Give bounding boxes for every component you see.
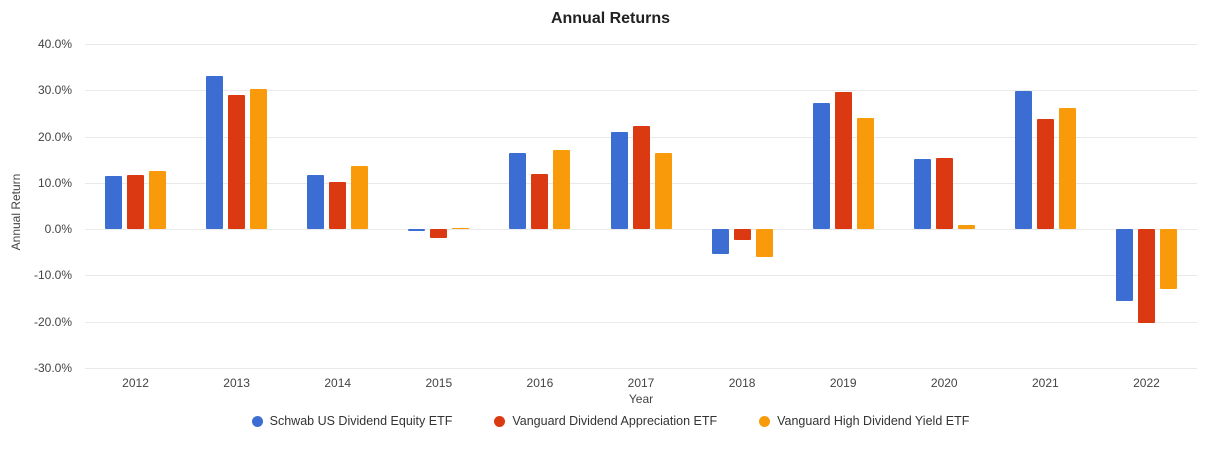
x-tick-label: 2019 xyxy=(829,376,857,390)
x-tick-label: 2015 xyxy=(425,376,453,390)
bar[interactable] xyxy=(935,157,953,230)
bar[interactable] xyxy=(1137,229,1155,323)
bar[interactable] xyxy=(834,92,852,230)
bar[interactable] xyxy=(610,132,628,230)
x-tick-label: 2017 xyxy=(627,376,655,390)
y-tick-label: 0.0% xyxy=(44,222,72,237)
chart-legend: Schwab US Dividend Equity ETF Vanguard D… xyxy=(0,414,1221,428)
legend-item-vanguard-dividend-appreciation-etf[interactable]: Vanguard Dividend Appreciation ETF xyxy=(494,414,717,428)
gridline xyxy=(85,229,1197,231)
bar[interactable] xyxy=(127,175,145,230)
y-tick-label: -10.0% xyxy=(33,268,72,283)
bar[interactable] xyxy=(755,229,773,258)
x-tick-label: 2013 xyxy=(223,376,250,390)
bar[interactable] xyxy=(1159,229,1177,290)
legend-circle-icon xyxy=(759,415,771,427)
legend-item-vanguard-high-dividend-yield-etf[interactable]: Vanguard High Dividend Yield ETF xyxy=(759,414,969,428)
bar[interactable] xyxy=(1058,108,1076,230)
bar[interactable] xyxy=(856,118,874,230)
y-tick-label: 20.0% xyxy=(37,129,72,144)
y-tick-label: -30.0% xyxy=(33,361,72,375)
bar[interactable] xyxy=(228,95,246,230)
bar[interactable] xyxy=(957,224,975,230)
x-tick-label: 2014 xyxy=(324,376,352,390)
plot-area xyxy=(85,44,1197,369)
gridline xyxy=(85,321,1197,323)
legend-label: Vanguard Dividend Appreciation ETF xyxy=(512,414,718,428)
y-tick-label: 30.0% xyxy=(37,83,72,98)
bar[interactable] xyxy=(408,229,426,231)
bar[interactable] xyxy=(452,228,470,230)
x-tick-label: 2018 xyxy=(728,376,756,390)
y-tick-label: -20.0% xyxy=(33,314,72,329)
bar[interactable] xyxy=(531,173,549,230)
gridline xyxy=(85,90,1197,92)
bar[interactable] xyxy=(351,166,369,230)
legend-item-schwab-us-dividend-equity-etf[interactable]: Schwab US Dividend Equity ETF xyxy=(251,414,453,428)
gridline xyxy=(85,275,1197,277)
bar[interactable] xyxy=(654,152,672,230)
bar[interactable] xyxy=(632,125,650,230)
bar[interactable] xyxy=(329,182,347,230)
x-tick-label: 2016 xyxy=(526,376,554,390)
legend-circle-icon xyxy=(494,415,506,427)
legend-circle-icon xyxy=(251,415,263,427)
bar[interactable] xyxy=(733,229,751,240)
gridline xyxy=(85,44,1197,45)
bar[interactable] xyxy=(1014,91,1032,230)
bar[interactable] xyxy=(553,149,571,230)
bar[interactable] xyxy=(250,89,268,230)
bar[interactable] xyxy=(509,153,527,230)
bar[interactable] xyxy=(1115,229,1133,301)
gridline xyxy=(85,368,1197,369)
bar[interactable] xyxy=(430,229,448,239)
x-axis-title: Year xyxy=(628,392,654,406)
x-tick-label: 2012 xyxy=(122,376,149,390)
bar[interactable] xyxy=(307,174,325,230)
x-tick-label: 2020 xyxy=(930,376,958,390)
bar[interactable] xyxy=(105,176,123,230)
bar[interactable] xyxy=(913,159,931,230)
chart-title: Annual Returns xyxy=(550,10,671,27)
bar[interactable] xyxy=(149,170,167,230)
bar[interactable] xyxy=(1036,118,1054,230)
y-tick-label: 10.0% xyxy=(37,175,72,190)
bar[interactable] xyxy=(206,76,224,230)
x-tick-label: 2022 xyxy=(1133,376,1160,390)
legend-label: Vanguard High Dividend Yield ETF xyxy=(777,414,970,428)
bar[interactable] xyxy=(711,229,729,254)
legend-label: Schwab US Dividend Equity ETF xyxy=(269,414,453,428)
bar[interactable] xyxy=(812,102,830,230)
x-tick-label: 2021 xyxy=(1032,376,1059,390)
y-tick-label: 40.0% xyxy=(37,37,72,51)
y-axis-title: Annual Return xyxy=(9,173,23,251)
